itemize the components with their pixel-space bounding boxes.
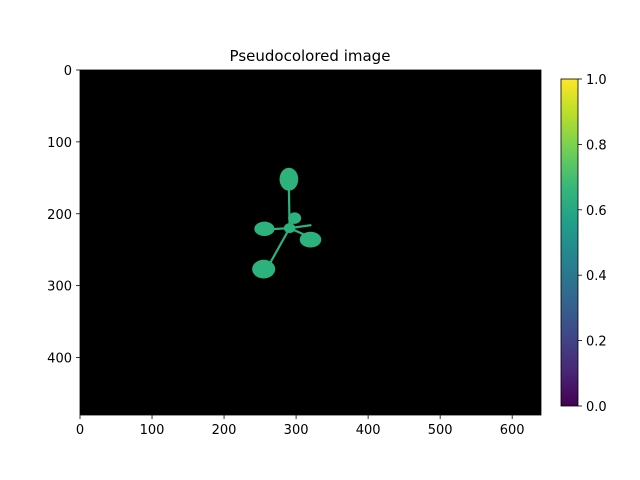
x-tick-label: 400 bbox=[356, 423, 381, 438]
y-tick-label: 200 bbox=[47, 208, 72, 223]
x-tick-label: 200 bbox=[212, 423, 237, 438]
plant-right-leaf bbox=[300, 232, 322, 248]
x-tick-label: 0 bbox=[76, 423, 84, 438]
colorbar-tick-label: 0.6 bbox=[586, 204, 607, 219]
colorbar-tick-label: 1.0 bbox=[586, 73, 607, 88]
colorbar-tick-label: 0.2 bbox=[586, 335, 607, 350]
y-tick-label: 100 bbox=[47, 136, 72, 151]
colorbar: 0.0 0.2 0.4 0.6 0.8 1.0 bbox=[561, 73, 607, 415]
colorbar-tick-label: 0.8 bbox=[586, 138, 607, 153]
plant-upper-right-leaf bbox=[288, 212, 301, 224]
x-tick-label: 100 bbox=[140, 423, 165, 438]
chart-title: Pseudocolored image bbox=[230, 47, 391, 65]
y-tick-label: 0 bbox=[64, 64, 72, 79]
colorbar-gradient bbox=[561, 79, 578, 406]
y-tick-label: 300 bbox=[47, 280, 72, 295]
plant-stem bbox=[289, 189, 290, 229]
colorbar-tick-label: 0.4 bbox=[586, 269, 607, 284]
plant-top-leaf bbox=[280, 168, 299, 191]
plant-bottom-leaf bbox=[252, 260, 275, 279]
plant-left-leaf bbox=[254, 222, 274, 236]
x-tick-label: 500 bbox=[428, 423, 453, 438]
y-tick-label: 400 bbox=[47, 352, 72, 367]
colorbar-tick-label: 0.0 bbox=[586, 400, 607, 415]
image-area bbox=[80, 70, 541, 415]
plant-center bbox=[284, 223, 296, 233]
x-tick-label: 300 bbox=[284, 423, 309, 438]
x-tick-label: 600 bbox=[500, 423, 525, 438]
